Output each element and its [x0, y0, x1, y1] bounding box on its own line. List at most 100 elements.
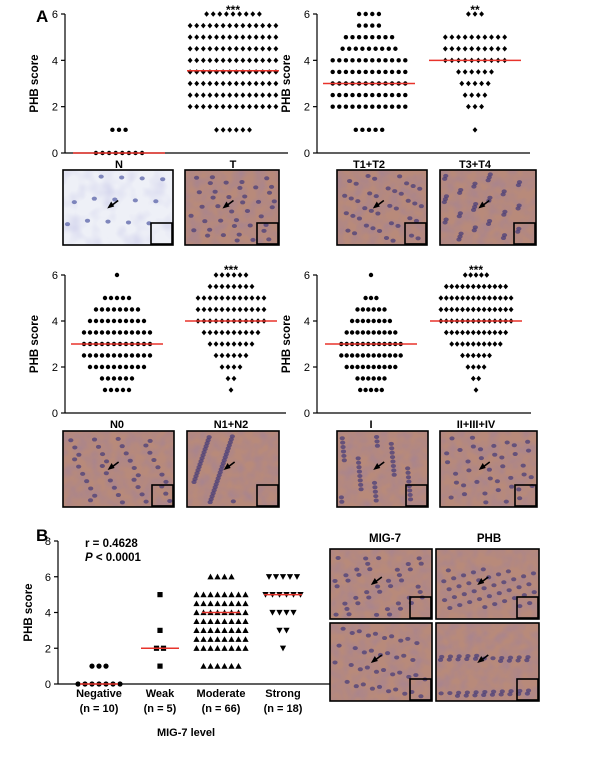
nucleus	[218, 467, 224, 472]
nucleus	[358, 482, 364, 487]
data-point	[193, 645, 200, 651]
data-point	[487, 306, 492, 313]
scatter-plot-2: 0 2 4 6 PHB score T1+T2 T3+T4 **	[281, 3, 530, 171]
data-point	[266, 46, 272, 52]
data-point	[227, 69, 233, 75]
nucleus	[509, 484, 515, 489]
data-point	[247, 69, 252, 75]
data-point	[476, 375, 482, 382]
nucleus	[214, 479, 220, 484]
nucleus	[466, 468, 472, 473]
data-point	[472, 103, 478, 110]
data-point	[200, 57, 206, 64]
nucleus	[125, 220, 132, 225]
data-point	[487, 352, 492, 359]
data-point	[231, 375, 237, 382]
nucleus	[345, 228, 351, 233]
data-point	[235, 645, 242, 651]
data-point	[187, 80, 193, 87]
data-point	[247, 103, 252, 110]
nucleus	[451, 576, 457, 581]
data-point	[253, 46, 259, 52]
data-point	[476, 364, 482, 370]
arrow-head-icon	[222, 201, 230, 209]
data-point	[111, 307, 117, 312]
data-point	[103, 663, 109, 669]
data-point	[508, 295, 514, 301]
nucleus	[332, 660, 338, 665]
data-point	[355, 353, 360, 358]
data-point	[228, 600, 235, 607]
data-point	[214, 636, 221, 642]
nucleus	[220, 233, 226, 238]
nucleus	[418, 204, 424, 209]
data-point	[482, 69, 488, 75]
data-point	[465, 341, 471, 347]
data-point	[330, 92, 335, 98]
x-category-label: Weak	[146, 688, 175, 700]
nucleus	[357, 474, 363, 479]
nucleus	[103, 471, 109, 476]
nucleus	[368, 208, 374, 213]
correlation-coefficient: r = 0.4628	[85, 538, 138, 550]
data-point	[214, 591, 221, 598]
nucleus	[208, 497, 214, 502]
data-point	[383, 58, 388, 63]
nucleus	[517, 604, 523, 609]
data-point	[221, 645, 228, 651]
data-point	[469, 46, 475, 52]
data-point	[383, 34, 388, 40]
nucleus	[449, 436, 455, 441]
data-point	[141, 318, 147, 324]
nucleus	[491, 583, 497, 588]
inset-frame	[409, 596, 432, 619]
data-point	[228, 618, 235, 625]
data-point	[465, 283, 471, 290]
data-point	[253, 22, 259, 29]
data-point	[102, 295, 108, 301]
nucleus	[458, 231, 464, 236]
data-point	[237, 352, 243, 359]
data-point	[193, 591, 200, 598]
data-point	[393, 46, 398, 51]
data-point	[214, 573, 221, 580]
nucleus	[350, 213, 356, 218]
micrograph-frame	[336, 169, 428, 246]
data-point	[442, 46, 448, 52]
nucleus	[506, 658, 512, 663]
nucleus	[515, 658, 521, 663]
data-point	[200, 22, 206, 29]
data-point	[207, 591, 214, 598]
micrograph-1	[62, 169, 174, 246]
nucleus	[347, 179, 353, 184]
data-point	[456, 69, 461, 75]
data-point	[373, 127, 378, 133]
nucleus	[84, 479, 90, 484]
tissue-texture	[187, 431, 279, 507]
micrograph-12	[435, 622, 540, 702]
data-point	[475, 34, 481, 40]
data-point	[265, 574, 273, 580]
data-point	[344, 364, 349, 370]
data-point	[355, 307, 360, 312]
nucleus	[499, 455, 505, 460]
nucleus	[123, 451, 129, 456]
data-point	[343, 104, 349, 109]
x-n-label: (n = 10)	[80, 703, 119, 715]
x-category-label: Moderate	[197, 688, 246, 700]
y-tick-label: 4	[304, 316, 310, 328]
nucleus	[501, 580, 507, 585]
nucleus	[381, 636, 388, 641]
nucleus	[127, 458, 133, 463]
data-point	[200, 69, 206, 75]
nucleus	[395, 601, 401, 606]
data-point	[389, 104, 395, 109]
x-category-label: II+III+IV	[457, 419, 496, 431]
data-point	[221, 663, 228, 669]
nucleus	[405, 198, 411, 203]
nucleus	[119, 500, 126, 505]
data-point	[376, 104, 382, 109]
significance-stars: ***	[469, 263, 483, 277]
nucleus	[496, 591, 502, 596]
nucleus	[221, 458, 227, 463]
